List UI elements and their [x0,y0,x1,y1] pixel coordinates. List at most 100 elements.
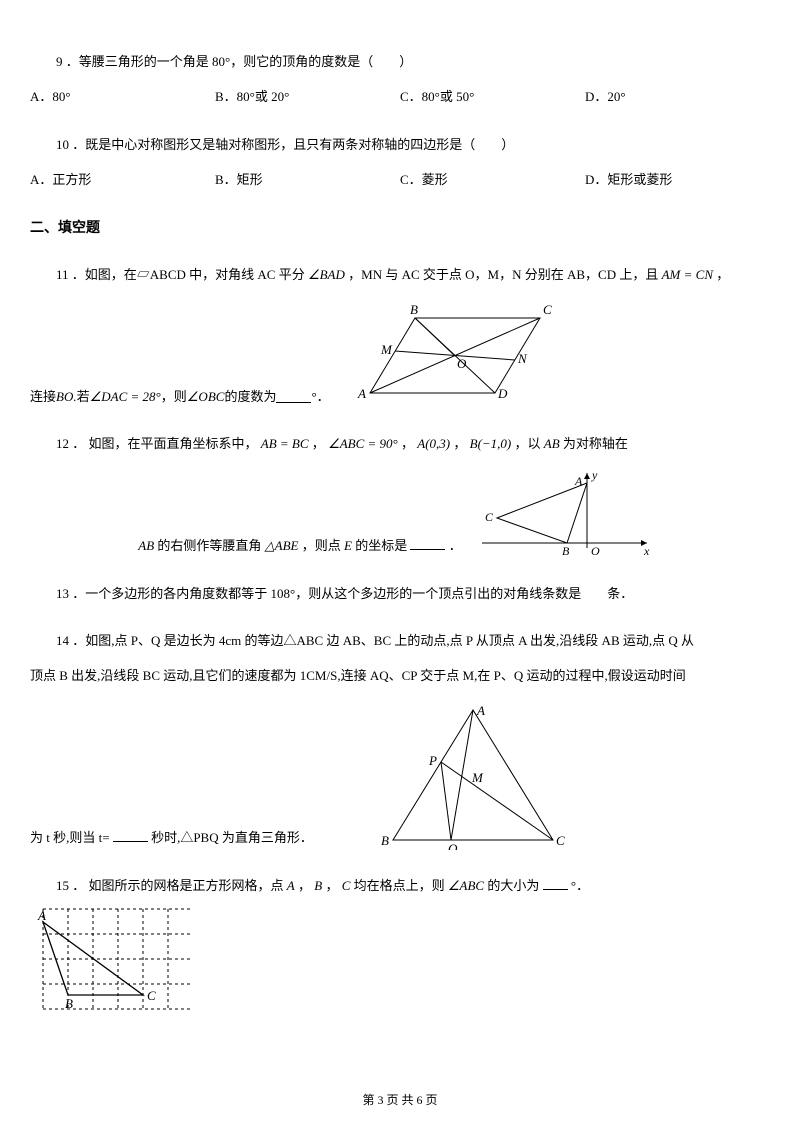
figure-11-parallelogram: ABCDMNO [340,298,560,408]
q11-obc: ∠OBC [187,385,225,408]
q10-options: A．正方形 B．矩形 C．菱形 D．矩形或菱形 [30,168,770,191]
q12-t10: ． [449,538,462,553]
q11-line2: 连接 BO. 若 ∠DAC = 28° ，则 ∠OBC 的度数为 °． [30,385,330,408]
figure-15-grid: A B C [30,907,190,1017]
q12-abbc: AB = BC [261,436,309,451]
question-14: 14 ．如图,点 P、Q 是边长为 4cm 的等边△ABC 边 AB、BC 上的… [30,629,770,850]
question-10: 10 ．既是中心对称图形又是轴对称图形，且只有两条对称轴的四边形是（ ） A．正… [30,133,770,192]
svg-text:D: D [497,386,508,401]
q15-t6: °． [571,878,589,893]
q10-text: 10 ．既是中心对称图形又是轴对称图形，且只有两条对称轴的四边形是（ ） [30,133,770,156]
q12-t8: ，则点 [302,538,341,553]
q12-abc90: ∠ABC = 90° [328,436,398,451]
q12-t4: ， [453,436,466,451]
q15-t1: 15 ． 如图所示的网格是正方形网格，点 [56,878,284,893]
svg-text:O: O [457,356,467,371]
q15-B: B [314,878,322,893]
q10-option-d: D．矩形或菱形 [585,168,770,191]
q11-dac: ∠DAC = 28° [90,385,161,408]
q15-A: A [287,878,295,893]
q12-t5: ，以 [515,436,541,451]
svg-text:C: C [556,833,565,848]
q14-t1: 为 t 秒,则当 t= [30,830,110,845]
q11-t8: °． [311,385,329,408]
q10-option-a: A．正方形 [30,168,215,191]
q11-t2: ，MN 与 AC 交于点 O，M，N 分别在 AB，CD 上，且 [348,267,658,282]
q12-t3: ， [401,436,414,451]
svg-text:x: x [643,544,650,558]
section-2-title: 二、填空题 [30,216,770,241]
q15-line1: 15 ． 如图所示的网格是正方形网格，点 A ， B ， C 均在格点上，则 ∠… [30,874,770,897]
q15-t5: 的大小为 [487,878,539,893]
question-13: 13 ．一个多边形的各内角度数都等于 108°，则从这个多边形的一个顶点引出的对… [30,582,770,605]
q9-option-d: D．20° [585,85,770,108]
svg-text:B: B [381,833,389,848]
svg-text:C: C [147,988,156,1003]
q12-t1: 12 ． 如图，在平面直角坐标系中， [56,436,258,451]
q15-C: C [342,878,351,893]
q10-option-c: C．菱形 [400,168,585,191]
svg-text:M: M [471,770,484,785]
q14-line1: 14 ．如图,点 P、Q 是边长为 4cm 的等边△ABC 边 AB、BC 上的… [30,629,770,652]
q11-t6: ，则 [161,385,187,408]
svg-text:O: O [591,544,600,558]
q12-ab2: AB [138,538,154,553]
q11-bad: ∠BAD [308,267,345,282]
q12-t7: 的右侧作等腰直角 [157,538,261,553]
q15-t3: ， [325,878,338,893]
figure-14-triangle: A B C Q P M [373,700,573,850]
question-9: 9 ．等腰三角形的一个角是 80°，则它的顶角的度数是（ ） A．80° B．8… [30,50,770,109]
q12-line2: AB 的右侧作等腰直角 △ABE ，则点 E 的坐标是 ． [138,534,461,557]
svg-text:P: P [428,753,437,768]
page-footer: 第 3 页 共 6 页 [0,1090,800,1112]
svg-text:B: B [562,544,570,558]
q12-abe: △ABE [265,538,299,553]
question-11: 11 ．如图，在▱ABCD 中，对角线 AC 平分 ∠BAD ，MN 与 AC … [30,263,770,408]
q9-options: A．80° B．80°或 20° C．80°或 50° D．20° [30,85,770,108]
q11-amcn: AM = CN [662,267,713,282]
q14-line3: 为 t 秒,则当 t= 秒时,△PBQ 为直角三角形． [30,826,313,849]
q11-line1: 11 ．如图，在▱ABCD 中，对角线 AC 平分 ∠BAD ，MN 与 AC … [30,263,770,286]
q12-E: E [344,538,352,553]
q11-t5: 若 [77,385,90,408]
q14-blank [113,829,148,842]
q9-option-c: C．80°或 50° [400,85,585,108]
q12-t6: 为对称轴在 [563,436,628,451]
q12-t2: ， [312,436,325,451]
q11-blank [276,390,311,403]
q11-t4: 连接 [30,385,56,408]
svg-text:M: M [380,342,393,357]
q15-t4: 均在格点上，则 [354,878,445,893]
q12-line1: 12 ． 如图，在平面直角坐标系中， AB = BC ， ∠ABC = 90° … [30,432,770,455]
figure-12-coordinate: A B C Ox y [472,468,652,558]
svg-text:A: A [574,474,583,488]
q11-t7: 的度数为 [224,385,276,408]
q9-text: 9 ．等腰三角形的一个角是 80°，则它的顶角的度数是（ ） [30,50,770,73]
svg-text:C: C [485,510,494,524]
q12-B: B(−1,0) [470,436,512,451]
q12-blank [410,537,445,550]
svg-text:B: B [65,996,73,1011]
q11-bo: BO. [56,385,77,408]
svg-text:y: y [591,468,598,482]
q14-t2: 秒时,△PBQ 为直角三角形． [151,830,313,845]
svg-text:A: A [476,703,485,718]
q9-option-a: A．80° [30,85,215,108]
q11-t3: ， [716,267,729,282]
q15-blank [543,877,568,890]
q15-t2: ， [298,878,311,893]
q12-ab: AB [544,436,560,451]
q9-option-b: B．80°或 20° [215,85,400,108]
svg-text:Q: Q [448,841,458,850]
q10-option-b: B．矩形 [215,168,400,191]
q14-line2: 顶点 B 出发,沿线段 BC 运动,且它们的速度都为 1CM/S,连接 AQ、C… [30,664,770,687]
q12-A: A(0,3) [417,436,450,451]
q12-t9: 的坐标是 [355,538,407,553]
q11-t1: 11 ．如图，在▱ABCD 中，对角线 AC 平分 [56,267,305,282]
q15-abc: ∠ABC [448,878,484,893]
svg-text:A: A [357,386,366,401]
question-12: 12 ． 如图，在平面直角坐标系中， AB = BC ， ∠ABC = 90° … [30,432,770,557]
question-15: 15 ． 如图所示的网格是正方形网格，点 A ， B ， C 均在格点上，则 ∠… [30,874,770,1025]
svg-text:C: C [543,302,552,317]
svg-text:A: A [37,908,46,923]
